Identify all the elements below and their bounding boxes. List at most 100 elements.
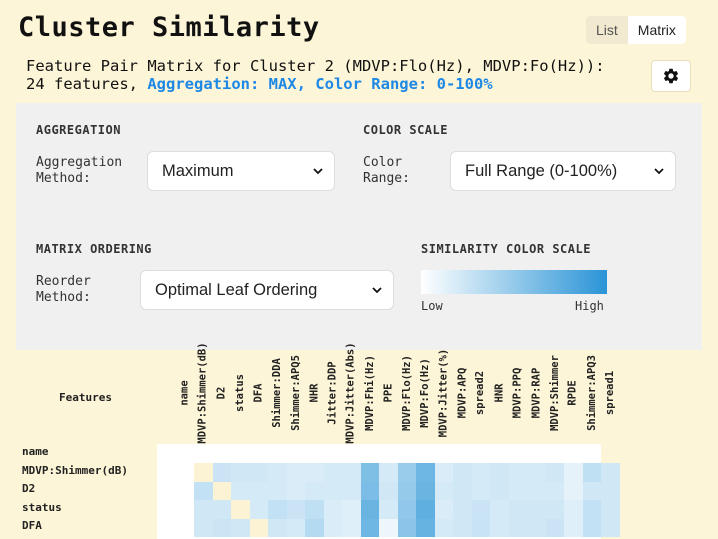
matrix-cell[interactable] <box>416 500 435 519</box>
matrix-view-button[interactable]: Matrix <box>627 16 686 44</box>
matrix-cell[interactable] <box>342 481 361 500</box>
matrix-cell[interactable] <box>545 500 564 519</box>
matrix-cell[interactable] <box>231 481 250 500</box>
matrix-cell[interactable] <box>508 518 527 537</box>
matrix-cell[interactable] <box>323 518 342 537</box>
matrix-cell[interactable] <box>564 481 583 500</box>
matrix-cell[interactable] <box>194 518 213 537</box>
matrix-cell[interactable] <box>545 463 564 482</box>
matrix-cell[interactable] <box>490 481 509 500</box>
matrix-cell[interactable] <box>323 500 342 519</box>
matrix-cell[interactable] <box>582 518 601 537</box>
matrix-cell[interactable] <box>175 463 194 482</box>
matrix-cell[interactable] <box>305 481 324 500</box>
matrix-cell[interactable] <box>212 518 231 537</box>
matrix-cell[interactable] <box>545 518 564 537</box>
matrix-cell[interactable] <box>249 481 268 500</box>
matrix-cell[interactable] <box>397 500 416 519</box>
matrix-cell[interactable] <box>286 463 305 482</box>
matrix-cell[interactable] <box>508 463 527 482</box>
matrix-cell[interactable] <box>471 463 490 482</box>
matrix-cell[interactable] <box>434 518 453 537</box>
matrix-cell[interactable] <box>564 500 583 519</box>
matrix-cell[interactable] <box>490 518 509 537</box>
matrix-cell[interactable] <box>379 518 398 537</box>
matrix-cell[interactable] <box>194 463 213 482</box>
matrix-cell[interactable] <box>564 463 583 482</box>
matrix-cell[interactable] <box>231 463 250 482</box>
matrix-cell[interactable] <box>379 463 398 482</box>
matrix-cell[interactable] <box>508 481 527 500</box>
matrix-cell[interactable] <box>249 463 268 482</box>
matrix-cell[interactable] <box>471 518 490 537</box>
matrix-cell[interactable] <box>453 481 472 500</box>
matrix-cell[interactable] <box>434 463 453 482</box>
matrix-cell[interactable] <box>175 481 194 500</box>
matrix-cell[interactable] <box>360 500 379 519</box>
matrix-cell[interactable] <box>434 481 453 500</box>
matrix-cell[interactable] <box>416 481 435 500</box>
matrix-cell[interactable] <box>305 463 324 482</box>
matrix-cell[interactable] <box>268 481 287 500</box>
matrix-cell[interactable] <box>545 481 564 500</box>
matrix-cell[interactable] <box>305 500 324 519</box>
matrix-cell[interactable] <box>286 481 305 500</box>
matrix-cell[interactable] <box>212 463 231 482</box>
matrix-cell[interactable] <box>360 463 379 482</box>
matrix-cell[interactable] <box>194 481 213 500</box>
list-view-button[interactable]: List <box>596 22 618 38</box>
matrix-cell[interactable] <box>342 518 361 537</box>
matrix-cell[interactable] <box>397 518 416 537</box>
matrix-cell[interactable] <box>249 500 268 519</box>
matrix-cell[interactable] <box>268 518 287 537</box>
matrix-cell[interactable] <box>527 463 546 482</box>
matrix-cell[interactable] <box>434 500 453 519</box>
matrix-cell[interactable] <box>194 500 213 519</box>
matrix-cell[interactable] <box>175 518 194 537</box>
aggregation-method-select[interactable]: Maximum <box>147 151 335 191</box>
matrix-cell[interactable] <box>490 463 509 482</box>
matrix-cell[interactable] <box>601 500 620 519</box>
matrix-cell[interactable] <box>305 518 324 537</box>
matrix-cell[interactable] <box>416 463 435 482</box>
matrix-cell[interactable] <box>453 463 472 482</box>
matrix-cell[interactable] <box>397 481 416 500</box>
matrix-cell[interactable] <box>582 463 601 482</box>
matrix-cell[interactable] <box>490 500 509 519</box>
matrix-cell[interactable] <box>416 518 435 537</box>
matrix-cell[interactable] <box>527 500 546 519</box>
matrix-cell[interactable] <box>379 500 398 519</box>
matrix-cell[interactable] <box>564 518 583 537</box>
matrix-cell[interactable] <box>527 481 546 500</box>
matrix-cell[interactable] <box>360 518 379 537</box>
matrix-cell[interactable] <box>471 481 490 500</box>
matrix-cell[interactable] <box>342 500 361 519</box>
matrix-cell[interactable] <box>249 518 268 537</box>
matrix-cell[interactable] <box>175 500 194 519</box>
matrix-cell[interactable] <box>231 500 250 519</box>
matrix-cell[interactable] <box>323 481 342 500</box>
settings-button[interactable] <box>651 60 691 92</box>
matrix-cell[interactable] <box>601 518 620 537</box>
matrix-cell[interactable] <box>397 463 416 482</box>
matrix-cell[interactable] <box>268 463 287 482</box>
matrix-cell[interactable] <box>268 500 287 519</box>
matrix-cell[interactable] <box>582 481 601 500</box>
matrix-cell[interactable] <box>508 500 527 519</box>
matrix-cell[interactable] <box>453 518 472 537</box>
matrix-cell[interactable] <box>231 518 250 537</box>
matrix-cell[interactable] <box>582 500 601 519</box>
color-range-select[interactable]: Full Range (0-100%) <box>450 151 676 191</box>
matrix-cell[interactable] <box>471 500 490 519</box>
matrix-cell[interactable] <box>342 463 361 482</box>
matrix-cell[interactable] <box>212 500 231 519</box>
matrix-cell[interactable] <box>527 518 546 537</box>
matrix-cell[interactable] <box>286 518 305 537</box>
matrix-cell[interactable] <box>360 481 379 500</box>
matrix-cell[interactable] <box>601 481 620 500</box>
matrix-cell[interactable] <box>379 481 398 500</box>
matrix-cell[interactable] <box>323 463 342 482</box>
reorder-method-select[interactable]: Optimal Leaf Ordering <box>140 270 394 310</box>
matrix-cell[interactable] <box>212 481 231 500</box>
matrix-cell[interactable] <box>453 500 472 519</box>
